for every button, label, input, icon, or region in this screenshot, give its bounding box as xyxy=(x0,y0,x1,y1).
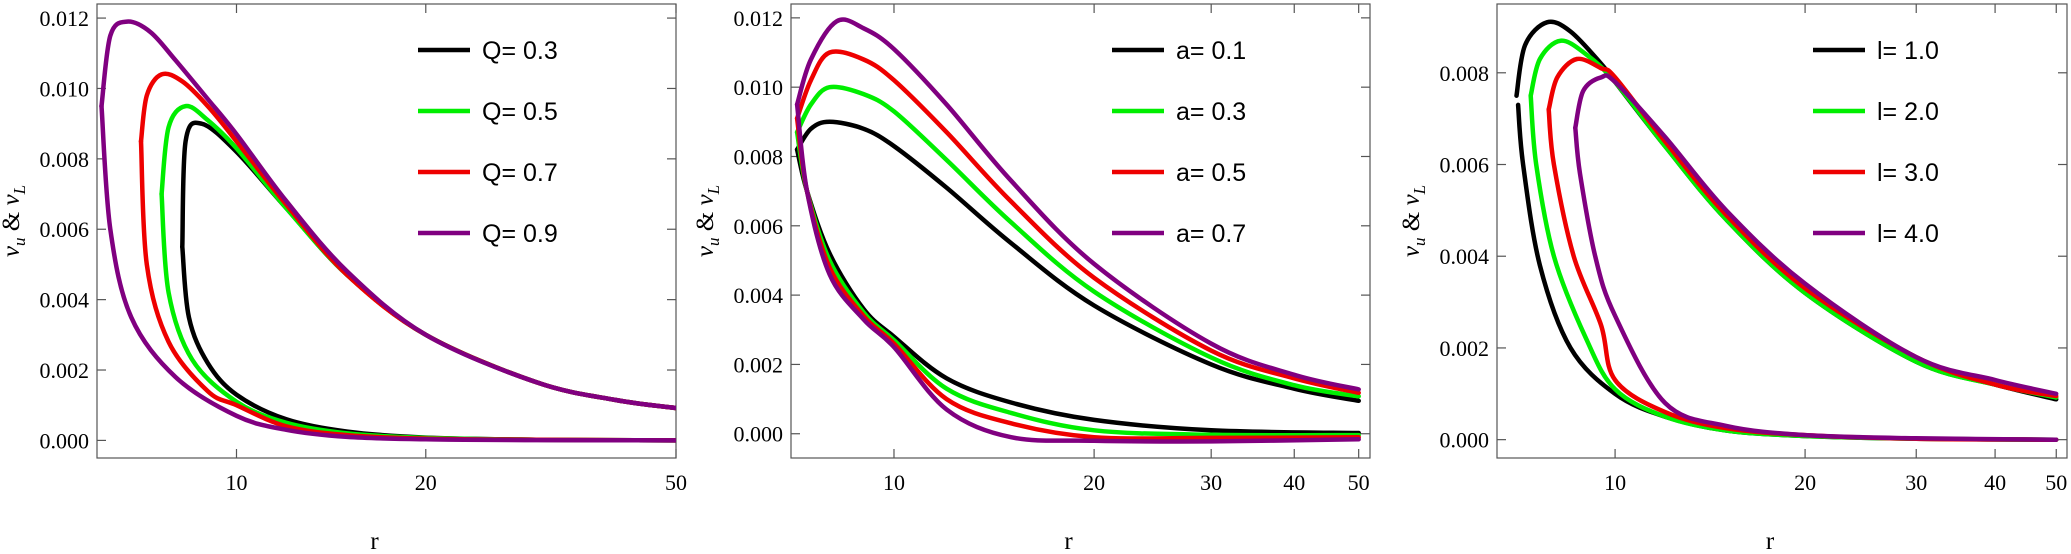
plot-frame xyxy=(1496,3,2068,459)
x-axis-label: r xyxy=(1766,528,1775,554)
series-line-upper xyxy=(159,103,676,411)
x-tick-label: 40 xyxy=(1984,470,2006,495)
y-axis-label: νu & νL xyxy=(692,185,723,257)
y-tick-label: 0.006 xyxy=(40,217,90,242)
x-tick-label: 50 xyxy=(665,470,687,495)
y-tick-label: 0.012 xyxy=(40,6,90,31)
legend-label: a= 0.1 xyxy=(1176,37,1246,65)
series-line-lower xyxy=(794,102,1361,444)
x-tick-label: 20 xyxy=(415,470,437,495)
series-line-upper xyxy=(794,84,1361,399)
chart-panel-1: 0.000 0.002 0.004 0.006 0.008 0.010 0.012 10 20 5… xyxy=(0,3,687,554)
x-axis-label: r xyxy=(370,528,379,554)
y-tick-label: 0.002 xyxy=(40,358,90,383)
y-tick-label: 0.008 xyxy=(40,147,90,172)
y-tick-label: 0.002 xyxy=(1440,336,1490,361)
y-tick-label: 0.006 xyxy=(734,214,784,239)
series-line-upper xyxy=(1528,38,2059,400)
curves xyxy=(99,19,676,443)
legend-label: l= 1.0 xyxy=(1877,37,1939,65)
x-tick-label: 40 xyxy=(1283,470,1305,495)
plot-frame xyxy=(96,3,677,459)
chart-panel-3: 0.000 0.002 0.004 0.006 0.008 10 20 30 40 50 r νu &… xyxy=(1398,3,2068,554)
x-tick-label: 20 xyxy=(1794,470,1816,495)
legend-label: a= 0.7 xyxy=(1176,220,1246,248)
series-line-lower xyxy=(1546,107,2059,442)
legend-label: Q= 0.3 xyxy=(482,37,558,65)
legend: a= 0.1 a= 0.3 a= 0.5 a= 0.7 xyxy=(1112,37,1246,248)
x-axis-label: r xyxy=(1064,528,1073,554)
series-line-upper xyxy=(1573,73,2059,397)
legend: Q= 0.3 Q= 0.5 Q= 0.7 Q= 0.9 xyxy=(418,37,558,248)
y-tick-label: 0.010 xyxy=(40,76,90,101)
x-tick-label: 10 xyxy=(883,470,905,495)
series-line-upper xyxy=(794,49,1361,396)
y-tick-label: 0.002 xyxy=(734,352,784,377)
x-tick-label: 10 xyxy=(225,470,247,495)
legend: l= 1.0 l= 2.0 l= 3.0 l= 4.0 xyxy=(1813,37,1939,248)
series-line-upper xyxy=(138,71,676,411)
x-tick-label: 30 xyxy=(1905,470,1927,495)
y-axis-label: νu & νL xyxy=(1398,185,1429,257)
y-tick-label: 0.008 xyxy=(734,144,784,169)
y-tick-label: 0.000 xyxy=(1440,428,1490,453)
legend-label: a= 0.5 xyxy=(1176,159,1246,187)
legend-label: Q= 0.7 xyxy=(482,159,558,187)
chart-panel-2: 0.000 0.002 0.004 0.006 0.008 0.010 0.012 10 20 3… xyxy=(692,3,1371,554)
legend-label: l= 3.0 xyxy=(1877,159,1939,187)
x-tick-label: 50 xyxy=(2045,470,2067,495)
y-tick-label: 0.012 xyxy=(734,6,784,31)
y-tick-label: 0.004 xyxy=(40,288,90,313)
series-line-upper xyxy=(99,19,676,411)
y-axis-label: νu & νL xyxy=(0,185,29,257)
y-tick-label: 0.008 xyxy=(1440,61,1490,86)
y-tick-label: 0.010 xyxy=(734,75,784,100)
series-line-upper xyxy=(794,17,1361,392)
y-tick-label: 0.004 xyxy=(734,283,784,308)
series-line-lower xyxy=(1573,125,2059,442)
x-tick-label: 20 xyxy=(1083,470,1105,495)
x-tick-label: 30 xyxy=(1200,470,1222,495)
legend-label: l= 2.0 xyxy=(1877,98,1939,126)
series-line-lower xyxy=(794,129,1361,438)
series-line-upper xyxy=(1546,56,2059,399)
legend-label: Q= 0.9 xyxy=(482,220,558,248)
plot-frame xyxy=(790,3,1371,459)
x-tick-label: 50 xyxy=(1348,470,1370,495)
curves xyxy=(1514,19,2059,442)
series-line-lower xyxy=(99,103,676,443)
legend-label: Q= 0.5 xyxy=(482,98,558,126)
curves xyxy=(794,17,1361,444)
series-line-lower xyxy=(794,147,1361,436)
legend-label: l= 4.0 xyxy=(1877,220,1939,248)
x-tick-label: 10 xyxy=(1604,470,1626,495)
y-tick-label: 0.006 xyxy=(1440,153,1490,178)
y-tick-label: 0.004 xyxy=(1440,244,1490,269)
series-line-upper xyxy=(794,119,1361,404)
y-tick-label: 0.000 xyxy=(734,422,784,447)
y-tick-label: 0.000 xyxy=(40,428,90,453)
legend-label: a= 0.3 xyxy=(1176,98,1246,126)
